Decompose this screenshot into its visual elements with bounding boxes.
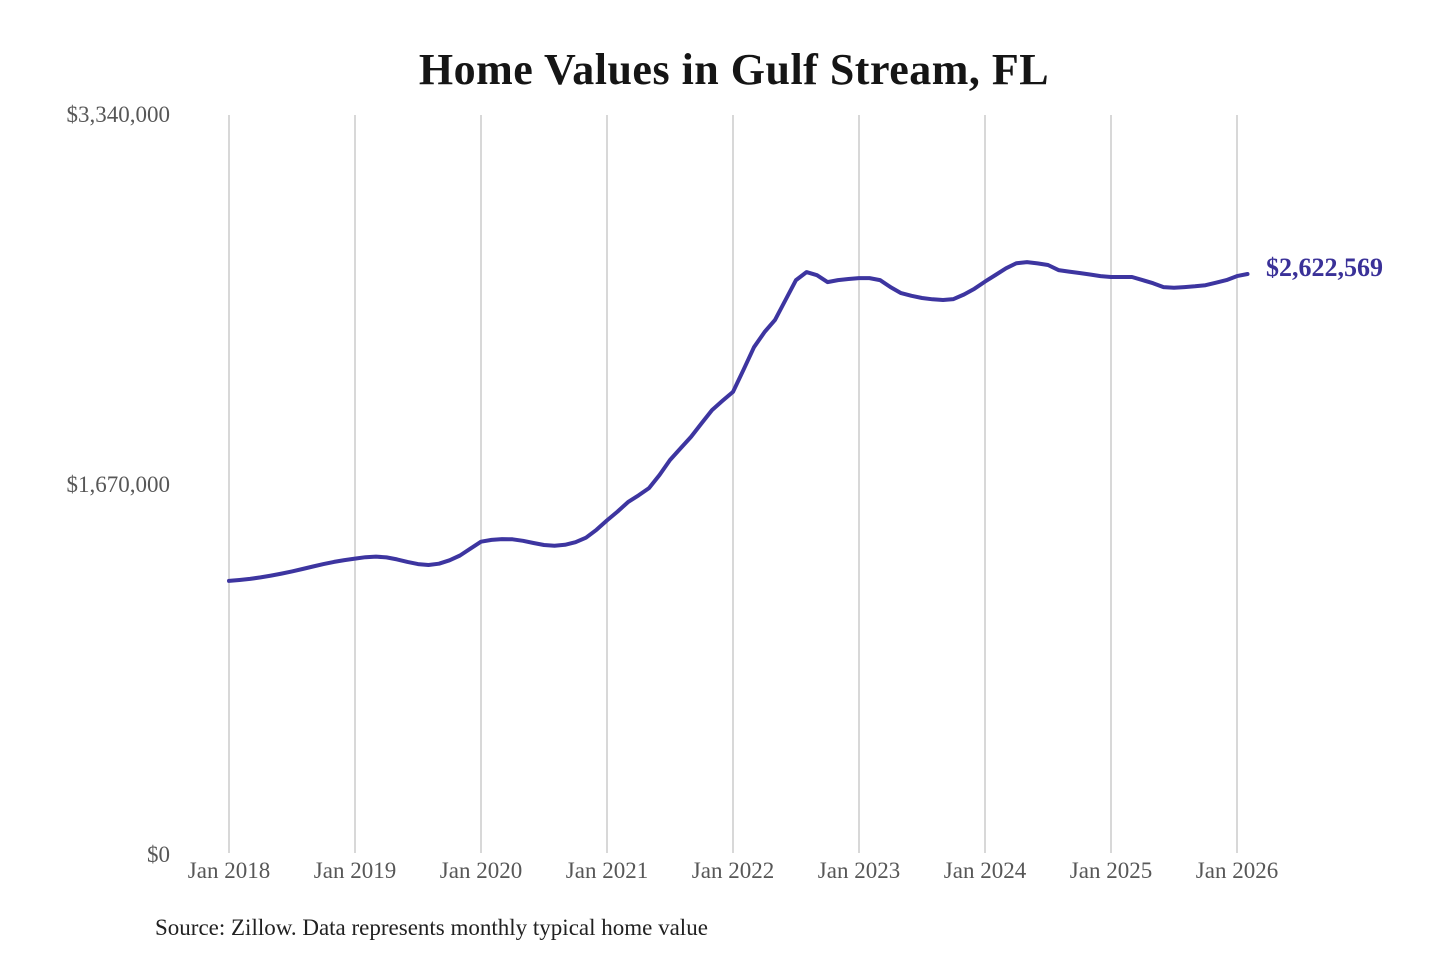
y-axis-label: $1,670,000: [66, 472, 171, 497]
x-axis-label: Jan 2018: [187, 858, 271, 883]
x-axis-label: Jan 2021: [565, 858, 649, 883]
y-axis-label: $0: [147, 842, 170, 867]
x-axis-label: Jan 2019: [313, 858, 397, 883]
x-axis-label: Jan 2023: [817, 858, 901, 883]
x-axis-label: Jan 2026: [1195, 858, 1279, 883]
x-axis-label: Jan 2022: [691, 858, 775, 883]
x-axis-label: Jan 2025: [1069, 858, 1153, 883]
home-value-line: [227, 260, 1250, 583]
y-axis-label: $3,340,000: [66, 102, 171, 127]
x-axis-label: Jan 2020: [439, 858, 523, 883]
chart-title: Home Values in Gulf Stream, FL: [418, 45, 1050, 94]
x-axis-label: Jan 2024: [943, 858, 1027, 883]
year-gridlines: [228, 115, 1238, 853]
source-note: Source: Zillow. Data represents monthly …: [155, 915, 708, 940]
end-value-label: $2,622,569: [1266, 253, 1383, 282]
